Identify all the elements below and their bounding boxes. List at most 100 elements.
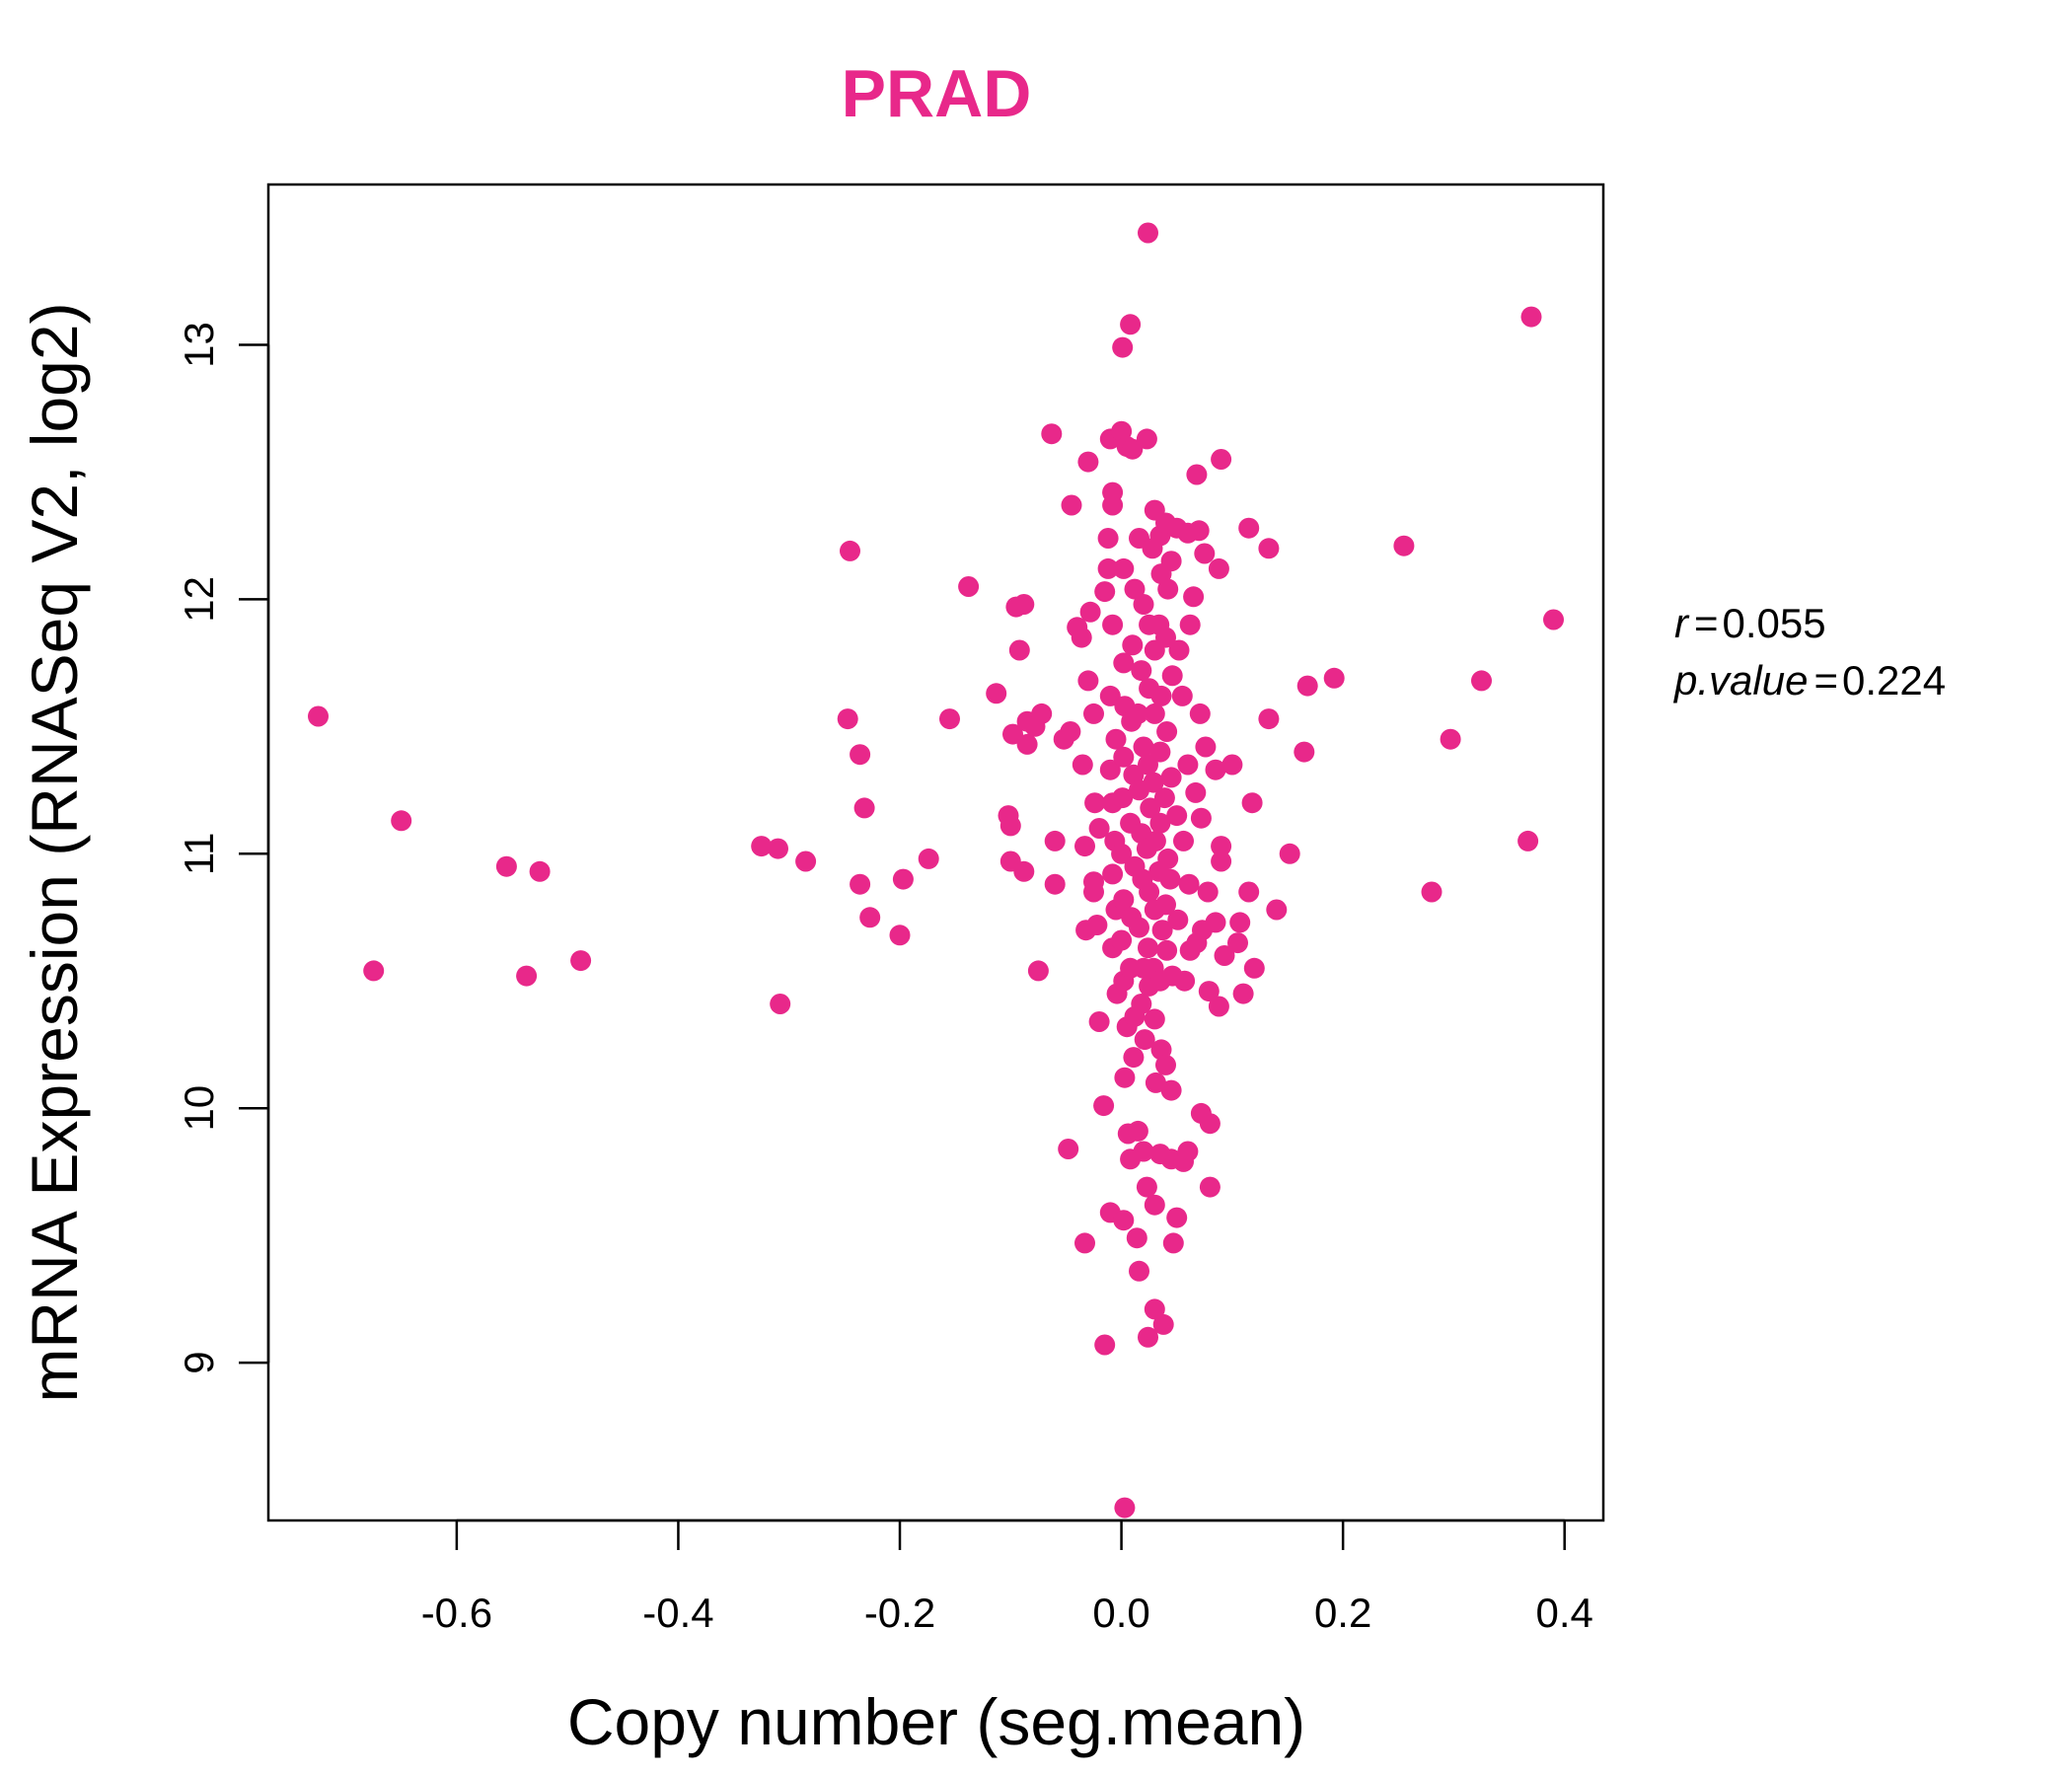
data-point bbox=[850, 744, 871, 766]
data-point bbox=[1112, 787, 1134, 809]
data-point bbox=[1155, 627, 1176, 648]
data-point bbox=[1543, 609, 1564, 630]
data-point bbox=[1179, 614, 1201, 635]
data-point bbox=[1190, 807, 1212, 829]
data-point bbox=[1174, 970, 1196, 992]
data-point bbox=[391, 810, 412, 832]
data-point bbox=[1421, 881, 1443, 903]
data-point bbox=[1186, 464, 1208, 485]
data-point bbox=[363, 960, 385, 982]
data-point bbox=[1520, 306, 1542, 328]
x-tick-label: 0.2 bbox=[1314, 1590, 1371, 1636]
data-point bbox=[1177, 754, 1199, 776]
data-point bbox=[1131, 660, 1152, 682]
data-point bbox=[1205, 912, 1226, 933]
x-tick-label: 0.4 bbox=[1536, 1590, 1593, 1636]
data-point bbox=[1145, 1072, 1166, 1093]
data-point bbox=[1208, 557, 1229, 579]
data-point bbox=[1238, 881, 1260, 903]
data-point bbox=[1144, 703, 1165, 724]
data-point bbox=[1258, 708, 1280, 730]
data-point bbox=[1517, 830, 1539, 851]
data-point bbox=[1002, 723, 1023, 745]
data-point bbox=[1323, 667, 1345, 689]
data-point bbox=[1133, 1141, 1154, 1162]
data-point bbox=[1008, 639, 1030, 661]
data-point bbox=[1013, 594, 1035, 615]
data-point bbox=[1227, 932, 1248, 954]
data-point bbox=[1166, 805, 1188, 827]
data-point bbox=[853, 797, 875, 819]
data-point bbox=[1079, 601, 1101, 623]
x-axis-label: Copy number (seg.mean) bbox=[567, 1685, 1305, 1758]
p-value: 0.224 bbox=[1842, 657, 1946, 703]
data-point bbox=[1440, 728, 1461, 750]
data-point bbox=[1088, 818, 1110, 839]
data-point bbox=[1127, 1120, 1148, 1142]
data-point bbox=[795, 851, 817, 872]
data-point bbox=[1198, 981, 1220, 1002]
data-point bbox=[939, 708, 960, 730]
p-label: p.value bbox=[1672, 657, 1808, 703]
data-point bbox=[1113, 652, 1135, 674]
data-point bbox=[1072, 754, 1093, 776]
data-point bbox=[1094, 1334, 1116, 1356]
data-point bbox=[1134, 1029, 1155, 1051]
data-point bbox=[1145, 830, 1166, 851]
data-point bbox=[1144, 1298, 1165, 1320]
data-point bbox=[1238, 517, 1260, 539]
data-point bbox=[1111, 929, 1133, 951]
data-point bbox=[308, 705, 329, 727]
data-point bbox=[1189, 703, 1211, 724]
data-point bbox=[1105, 728, 1127, 750]
data-point bbox=[1160, 551, 1182, 572]
data-point bbox=[1160, 1079, 1182, 1101]
data-point bbox=[1123, 1047, 1145, 1069]
data-point bbox=[1243, 957, 1265, 979]
data-point bbox=[495, 855, 517, 877]
data-point bbox=[837, 708, 858, 730]
data-point bbox=[1112, 336, 1134, 358]
data-point bbox=[1194, 543, 1216, 564]
data-point bbox=[1094, 581, 1116, 603]
data-point bbox=[1221, 754, 1243, 776]
data-point bbox=[1071, 627, 1092, 648]
data-point bbox=[1199, 1176, 1221, 1198]
data-point bbox=[1099, 759, 1121, 780]
data-point bbox=[1027, 960, 1049, 982]
data-point bbox=[1211, 851, 1232, 872]
data-point bbox=[1113, 557, 1135, 579]
data-point bbox=[1149, 812, 1171, 834]
y-tick-label: 10 bbox=[176, 1085, 222, 1132]
data-point bbox=[1113, 746, 1135, 768]
data-point bbox=[1197, 881, 1219, 903]
data-point bbox=[1114, 1067, 1136, 1088]
data-point bbox=[1188, 520, 1210, 542]
data-point bbox=[1044, 873, 1066, 895]
data-point bbox=[1129, 917, 1149, 938]
y-axis: 9 10 11 12 13 bbox=[176, 322, 270, 1374]
r-label: r bbox=[1674, 600, 1690, 646]
data-point bbox=[1138, 937, 1158, 959]
data-point bbox=[1279, 843, 1300, 864]
data-point bbox=[999, 815, 1021, 837]
data-point bbox=[1086, 915, 1108, 935]
data-point bbox=[1093, 1095, 1115, 1117]
y-axis-label: mRNA Expression (RNASeq V2, log2) bbox=[18, 302, 91, 1402]
x-tick-label: 0.0 bbox=[1092, 1590, 1149, 1636]
data-point bbox=[1258, 538, 1280, 559]
data-point bbox=[1136, 1176, 1157, 1198]
data-point bbox=[1013, 860, 1035, 882]
data-point bbox=[1133, 594, 1154, 615]
data-point bbox=[1074, 836, 1095, 857]
data-point bbox=[1156, 721, 1178, 742]
data-point bbox=[1156, 939, 1178, 961]
data-point bbox=[840, 540, 860, 561]
data-point bbox=[1155, 894, 1176, 916]
data-point bbox=[1155, 1054, 1176, 1075]
data-point bbox=[1199, 1113, 1221, 1135]
data-point bbox=[1138, 222, 1158, 244]
data-point bbox=[850, 873, 871, 895]
data-point bbox=[1031, 703, 1053, 724]
data-point bbox=[1097, 557, 1119, 579]
